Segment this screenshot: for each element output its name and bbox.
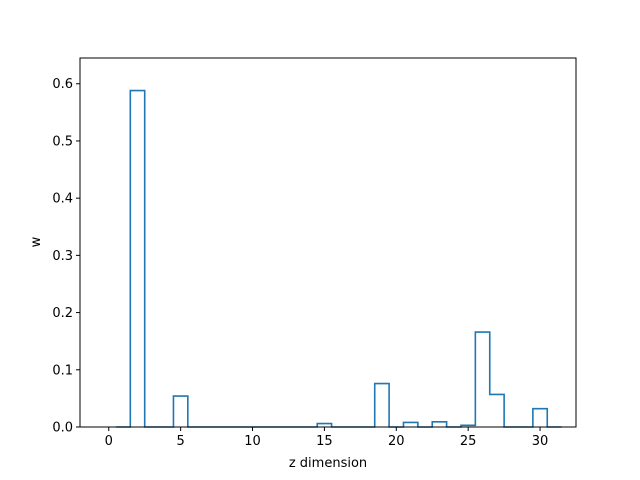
y-tick-label: 0.4	[52, 192, 73, 207]
plot-area	[80, 58, 576, 427]
x-tick-label: 25	[460, 434, 477, 449]
y-tick-label: 0.6	[52, 77, 73, 92]
x-axis-label: z dimension	[289, 456, 367, 471]
x-tick-label: 0	[105, 434, 113, 449]
y-axis-ticks: 0.0 0.1 0.2 0.3 0.4 0.5 0.6	[52, 77, 80, 436]
series-layer	[115, 89, 562, 428]
y-tick-label: 0.5	[52, 134, 73, 149]
x-axis-ticks: 0 5 10 15 20 25 30	[105, 427, 549, 449]
y-tick-label: 0.0	[52, 421, 73, 436]
x-tick-label: 30	[532, 434, 549, 449]
plot-frame	[79, 57, 577, 428]
x-tick-label: 5	[176, 434, 184, 449]
y-tick-label: 0.3	[52, 249, 73, 264]
x-tick-label: 20	[388, 434, 405, 449]
y-axis-label: w	[29, 236, 44, 247]
x-tick-label: 10	[244, 434, 261, 449]
y-tick-label: 0.1	[52, 363, 73, 378]
histogram-step-line	[115, 89, 562, 428]
y-tick-label: 0.2	[52, 306, 73, 321]
x-tick-label: 15	[316, 434, 333, 449]
